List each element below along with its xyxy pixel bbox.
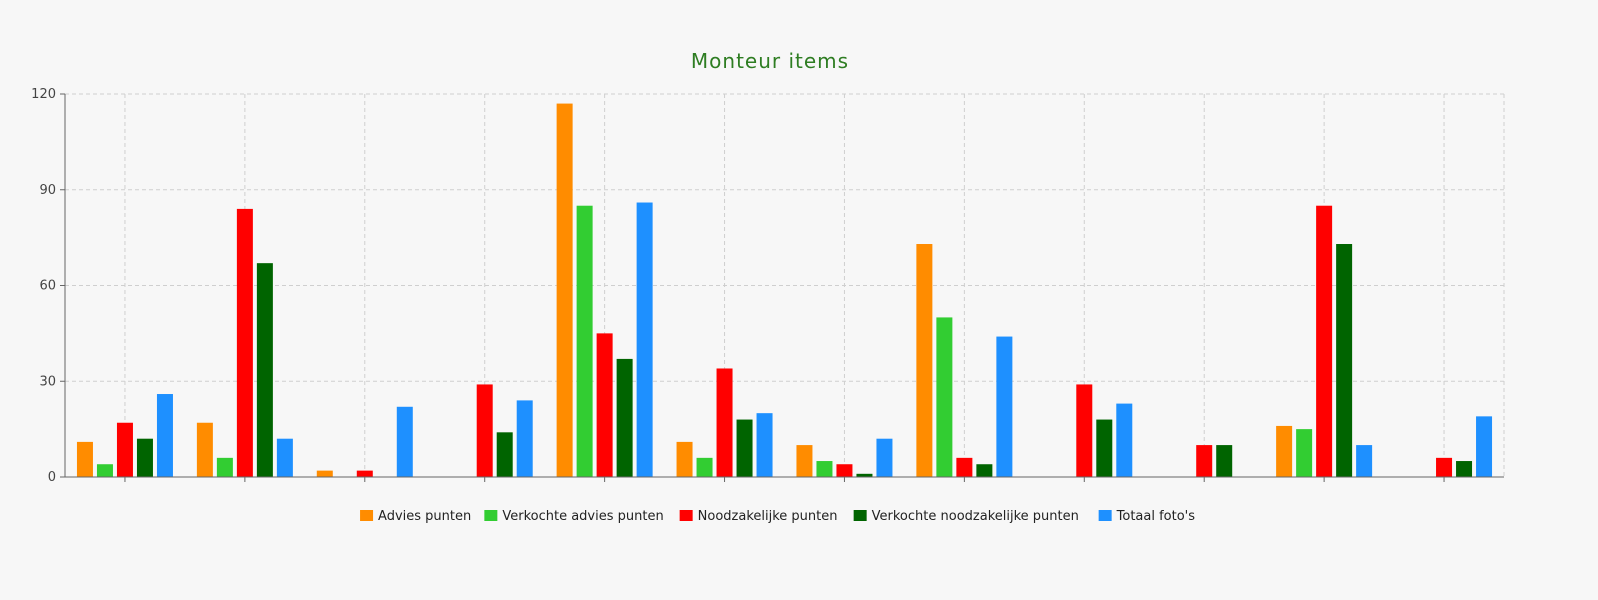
bar[interactable] — [916, 244, 933, 477]
legend-item[interactable]: Advies punten — [360, 509, 471, 524]
bar[interactable] — [1316, 205, 1333, 478]
bar[interactable] — [236, 208, 253, 477]
bar[interactable] — [616, 358, 633, 477]
bar[interactable] — [1436, 457, 1453, 477]
bar[interactable] — [316, 470, 333, 477]
bar[interactable] — [1456, 461, 1473, 477]
legend[interactable]: Advies punten Verkochte advies punten Nood… — [360, 509, 1195, 524]
bar[interactable] — [1076, 384, 1093, 477]
bar[interactable] — [576, 205, 593, 478]
bar[interactable] — [1336, 244, 1353, 477]
legend-label: Noodzakelijke punten — [698, 509, 838, 524]
bar[interactable] — [496, 432, 513, 477]
bar[interactable] — [736, 419, 753, 477]
y-tick-label: 120 — [31, 87, 56, 102]
legend-item[interactable]: Verkochte advies punten — [484, 509, 664, 524]
bar[interactable] — [156, 394, 173, 477]
y-tick-label: 60 — [39, 279, 56, 294]
bar[interactable] — [276, 438, 293, 477]
bar[interactable] — [76, 441, 93, 477]
y-tick-label: 0 — [48, 470, 56, 485]
bar[interactable] — [516, 400, 533, 477]
bar[interactable] — [216, 457, 233, 477]
bar[interactable] — [636, 202, 653, 477]
bar[interactable] — [1096, 419, 1113, 477]
bar[interactable] — [1116, 403, 1133, 477]
bar[interactable] — [1216, 445, 1233, 477]
chart-title: Monteur items — [691, 49, 849, 73]
bar[interactable] — [196, 422, 213, 477]
bar[interactable] — [1196, 445, 1213, 477]
y-tick-label: 90 — [39, 183, 56, 198]
bar[interactable] — [996, 336, 1013, 477]
legend-swatch — [484, 510, 498, 521]
legend-label: Totaal foto's — [1116, 509, 1196, 524]
legend-label: Advies punten — [378, 509, 471, 524]
legend-item[interactable]: Totaal foto's — [1098, 509, 1196, 524]
bar[interactable] — [96, 464, 113, 477]
bar[interactable] — [876, 438, 893, 477]
bar[interactable] — [116, 422, 133, 477]
bars-layer — [76, 103, 1493, 478]
legend-swatch — [679, 510, 693, 521]
axis-layer: 0 30 60 90 120 — [31, 87, 1504, 485]
legend-swatch — [360, 510, 374, 521]
bar[interactable] — [676, 441, 693, 477]
bar[interactable] — [856, 473, 873, 477]
legend-swatch — [853, 510, 867, 521]
bar[interactable] — [1276, 425, 1293, 477]
grid-layer — [65, 93, 1505, 477]
legend-label: Verkochte advies punten — [502, 509, 663, 524]
bar[interactable] — [976, 464, 993, 477]
bar[interactable] — [396, 406, 413, 477]
bar[interactable] — [356, 470, 373, 477]
bar[interactable] — [1296, 429, 1313, 477]
bar[interactable] — [816, 461, 833, 477]
legend-item[interactable]: Verkochte noodzakelijke punten — [853, 509, 1079, 524]
bar[interactable] — [1476, 416, 1493, 477]
bar[interactable] — [1356, 445, 1373, 477]
bar[interactable] — [556, 103, 573, 477]
bar[interactable] — [936, 317, 953, 477]
bar[interactable] — [836, 464, 853, 477]
legend-label: Verkochte noodzakelijke punten — [872, 509, 1079, 524]
bar[interactable] — [596, 333, 613, 477]
bar[interactable] — [136, 438, 153, 477]
legend-swatch — [1098, 510, 1112, 521]
bar[interactable] — [796, 445, 813, 477]
bar[interactable] — [716, 368, 733, 477]
legend-item[interactable]: Noodzakelijke punten — [679, 509, 838, 524]
bar[interactable] — [696, 457, 713, 477]
bar[interactable] — [956, 457, 973, 477]
bar[interactable] — [476, 384, 493, 477]
bar[interactable] — [756, 413, 773, 477]
bar[interactable] — [256, 263, 273, 477]
y-tick-label: 30 — [39, 374, 56, 389]
